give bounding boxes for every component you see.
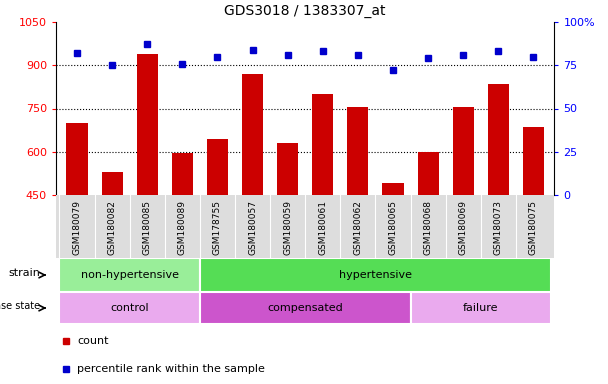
Bar <box>172 153 193 325</box>
Text: strain: strain <box>9 268 40 278</box>
Text: GSM180057: GSM180057 <box>248 200 257 255</box>
Bar <box>207 139 228 325</box>
Bar <box>347 107 368 325</box>
Text: count: count <box>77 336 108 346</box>
Bar <box>418 152 438 325</box>
Text: compensated: compensated <box>268 303 343 313</box>
Text: disease state: disease state <box>0 301 40 311</box>
Title: GDS3018 / 1383307_at: GDS3018 / 1383307_at <box>224 4 386 18</box>
Text: GSM180073: GSM180073 <box>494 200 503 255</box>
Text: GSM180075: GSM180075 <box>529 200 538 255</box>
Bar <box>313 94 333 325</box>
Text: failure: failure <box>463 303 499 313</box>
Text: hypertensive: hypertensive <box>339 270 412 280</box>
Bar <box>277 143 298 325</box>
Text: GSM180065: GSM180065 <box>389 200 398 255</box>
Text: GSM180061: GSM180061 <box>318 200 327 255</box>
Bar <box>523 127 544 325</box>
Bar <box>102 172 123 325</box>
Text: GSM180068: GSM180068 <box>424 200 433 255</box>
Bar <box>453 107 474 325</box>
Bar <box>410 292 551 324</box>
Text: GSM178755: GSM178755 <box>213 200 222 255</box>
Bar <box>137 54 157 325</box>
Bar <box>200 258 551 292</box>
Bar <box>60 258 200 292</box>
Text: percentile rank within the sample: percentile rank within the sample <box>77 364 265 374</box>
Text: non-hypertensive: non-hypertensive <box>81 270 179 280</box>
Text: GSM180059: GSM180059 <box>283 200 292 255</box>
Bar <box>242 74 263 325</box>
Bar <box>60 292 200 324</box>
Text: GSM180079: GSM180079 <box>72 200 81 255</box>
Text: GSM180089: GSM180089 <box>178 200 187 255</box>
Bar <box>200 292 410 324</box>
Bar <box>488 84 509 325</box>
Text: GSM180085: GSM180085 <box>143 200 152 255</box>
Bar <box>382 184 404 325</box>
Bar <box>66 123 88 325</box>
Text: GSM180069: GSM180069 <box>458 200 468 255</box>
Text: control: control <box>111 303 149 313</box>
Text: GSM180062: GSM180062 <box>353 200 362 255</box>
Text: GSM180082: GSM180082 <box>108 200 117 255</box>
